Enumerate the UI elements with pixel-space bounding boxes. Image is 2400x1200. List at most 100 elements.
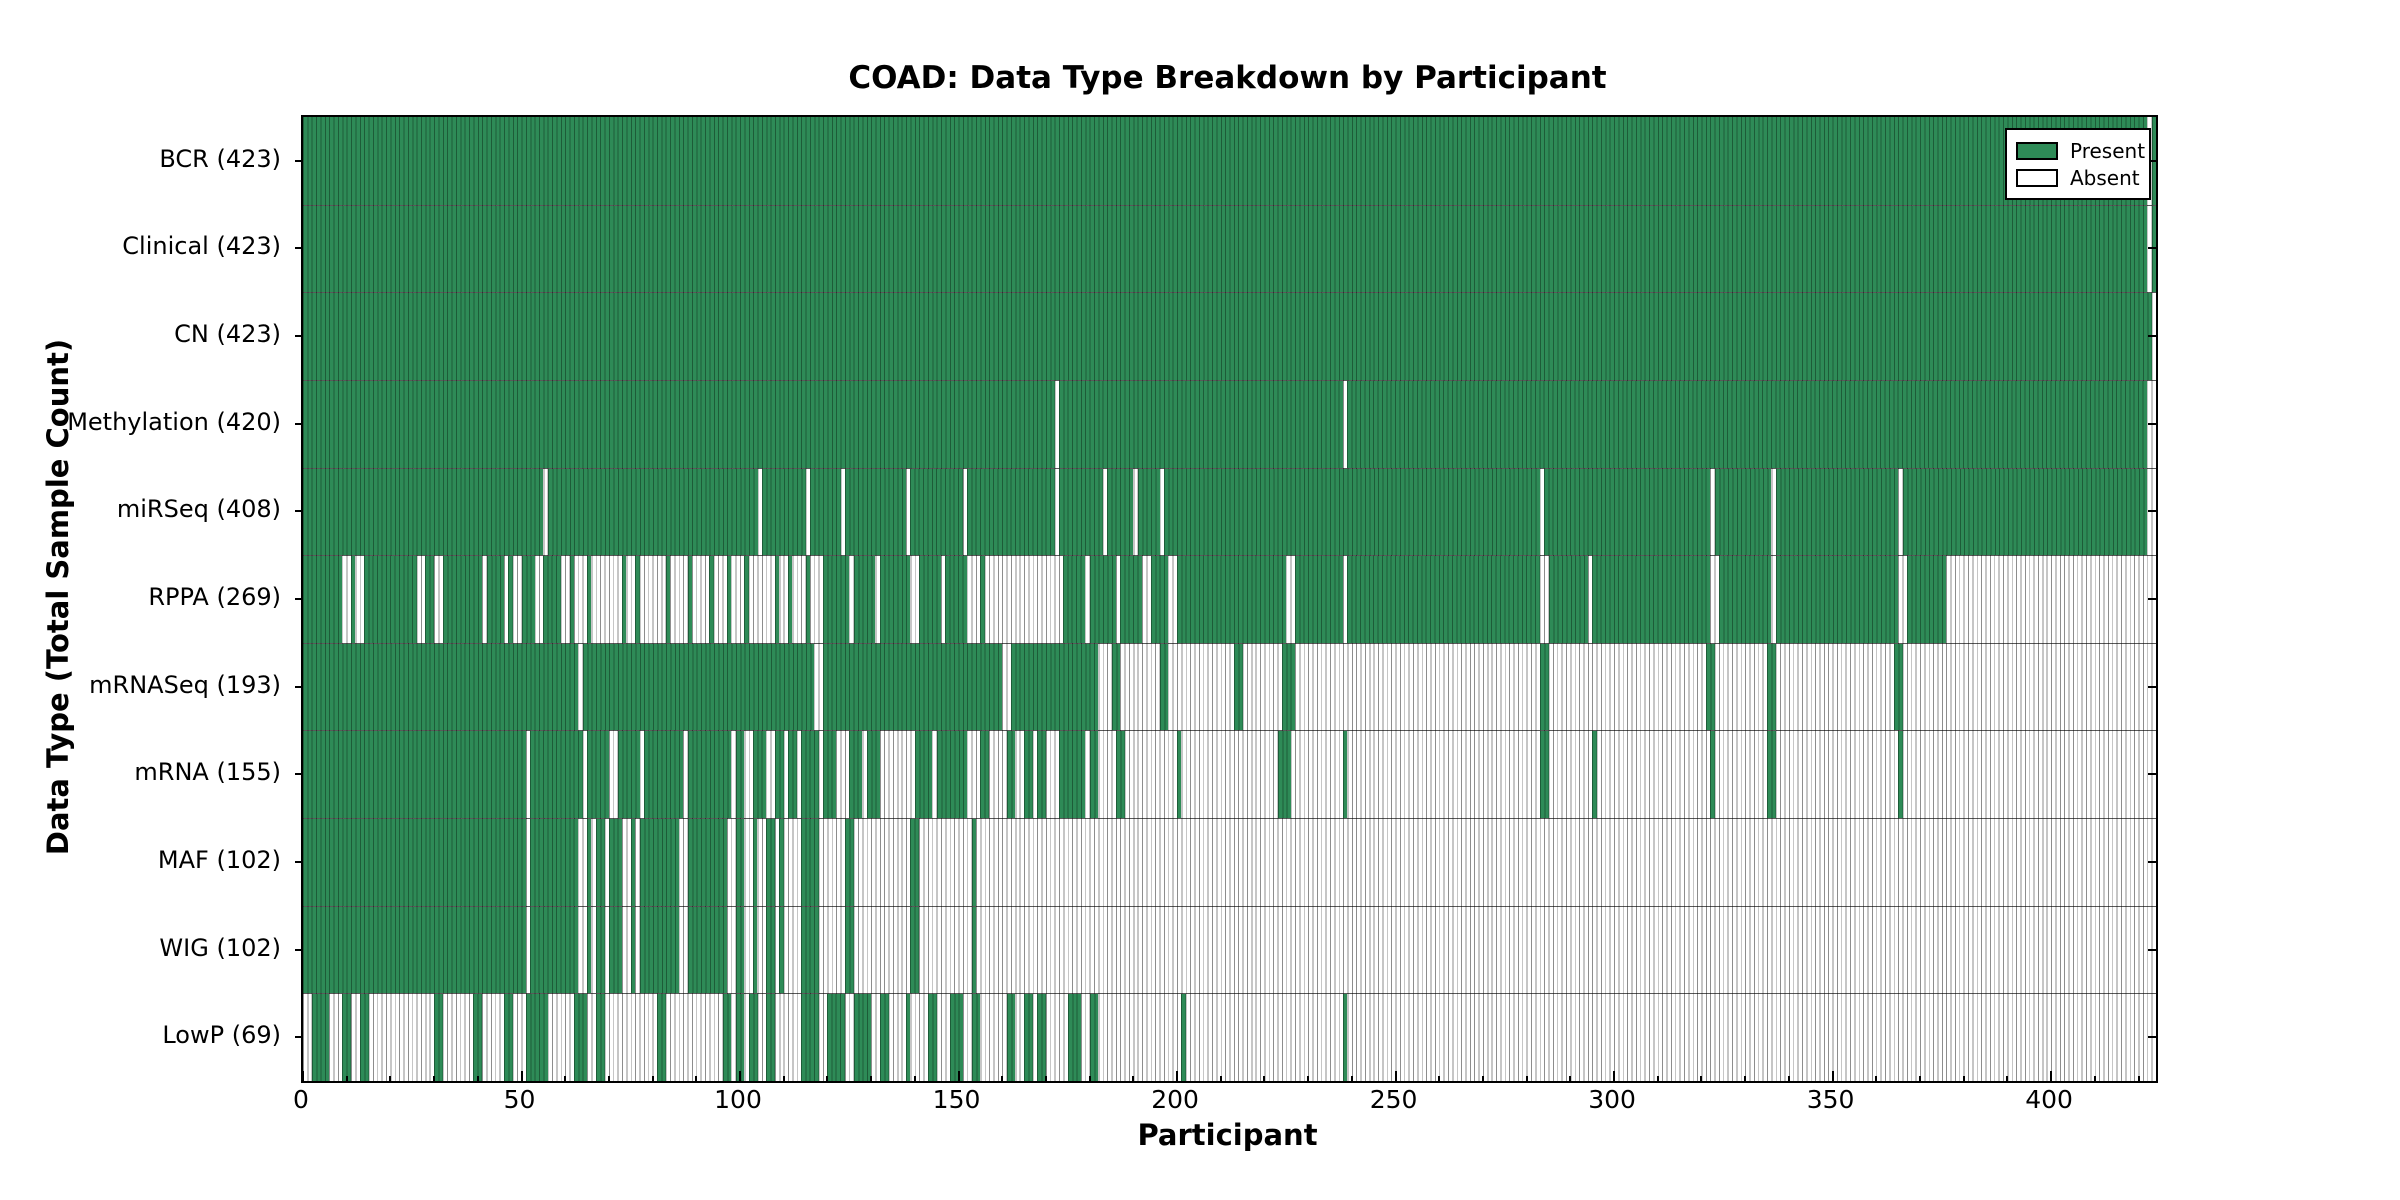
legend-label-absent: Absent (2070, 165, 2140, 190)
row-BCR (303, 117, 2156, 205)
present-segment (1089, 731, 1099, 819)
y-tick-mark (295, 510, 303, 513)
y-tick-mark (2148, 860, 2156, 863)
present-segment (595, 994, 605, 1081)
present-segment (473, 994, 483, 1081)
x-tick-label: 50 (503, 1085, 536, 1114)
x-minor-tick-mark (913, 1076, 916, 1081)
present-segment (303, 556, 343, 643)
present-segment (504, 994, 513, 1081)
x-minor-tick-mark (826, 1076, 829, 1081)
y-tick-label: BCR (423) (159, 144, 281, 173)
present-segment (582, 643, 815, 731)
present-segment (530, 731, 583, 819)
present-segment (761, 468, 806, 556)
present-segment (823, 556, 850, 643)
y-tick-mark (2148, 598, 2156, 600)
x-tick-mark (1176, 1071, 1179, 1081)
y-tick-mark (2148, 510, 2156, 513)
present-segment (1006, 994, 1016, 1081)
present-segment (508, 556, 513, 643)
x-tick-labels: 0 50 100 150 200 250 300 350 400 (293, 1085, 2154, 1119)
present-segment (687, 731, 732, 819)
present-segment (569, 556, 574, 643)
present-segment (1893, 643, 1903, 731)
present-segment (936, 731, 968, 819)
present-segment (303, 380, 1055, 468)
present-segment (595, 819, 605, 906)
row-CN (303, 292, 2156, 380)
x-tick-mark (1831, 1071, 1834, 1081)
x-minor-tick-mark (433, 1076, 436, 1081)
present-segment (1177, 556, 1287, 643)
present-segment (1024, 994, 1033, 1081)
row-mRNASeq (303, 642, 2156, 731)
x-minor-tick-mark (345, 1076, 348, 1081)
present-segment (735, 819, 745, 906)
present-segment (311, 994, 330, 1081)
y-tick-mark (295, 948, 303, 951)
y-tick-mark (2148, 773, 2156, 776)
present-segment (1181, 994, 1186, 1081)
present-segment (665, 556, 671, 643)
y-tick-mark (2148, 948, 2156, 951)
x-minor-tick-mark (1001, 1076, 1004, 1081)
y-tick-labels: BCR (423) Clinical (423) CN (423) Methylati… (0, 115, 295, 1079)
present-segment (1059, 380, 1344, 468)
x-minor-tick-mark (389, 1076, 392, 1081)
x-minor-tick-mark (1132, 1076, 1135, 1081)
y-tick-mark (295, 860, 303, 863)
present-segment (779, 819, 784, 906)
x-minor-tick-mark (1044, 1076, 1047, 1081)
present-segment (351, 556, 356, 643)
present-segment (949, 994, 963, 1081)
present-segment (1159, 643, 1169, 731)
x-minor-tick-mark (1438, 1076, 1441, 1081)
present-segment (543, 556, 561, 643)
x-minor-tick-mark (1875, 1076, 1878, 1081)
x-tick-mark (1613, 1071, 1616, 1081)
present-segment (1010, 643, 1099, 731)
y-tick-label: CN (423) (174, 320, 281, 349)
present-segment (910, 468, 963, 556)
present-segment (630, 906, 636, 994)
present-segment (1775, 468, 1899, 556)
present-swatch (2016, 141, 2058, 160)
x-minor-tick-mark (1962, 1076, 1965, 1081)
present-segment (303, 731, 526, 819)
present-segment (1548, 556, 1588, 643)
present-segment (1107, 468, 1134, 556)
present-segment (1067, 994, 1081, 1081)
row-WIG (303, 905, 2156, 994)
x-minor-tick-mark (1350, 1076, 1353, 1081)
present-segment (709, 556, 714, 643)
present-segment (748, 994, 758, 1081)
present-segment (753, 731, 767, 819)
present-segment (530, 819, 579, 906)
y-tick-label: WIG (102) (159, 933, 281, 962)
y-tick-mark (2148, 422, 2156, 425)
x-tick-label: 0 (293, 1085, 309, 1114)
present-segment (656, 994, 666, 1081)
x-tick-label: 200 (1151, 1085, 1199, 1114)
present-segment (1347, 556, 1540, 643)
present-segment (342, 994, 352, 1081)
x-tick-label: 400 (2025, 1085, 2073, 1114)
y-tick-label: Clinical (423) (122, 232, 281, 261)
present-segment (1906, 556, 1947, 643)
y-tick-mark (295, 422, 303, 425)
x-minor-tick-mark (1919, 1076, 1921, 1081)
present-segment (853, 994, 872, 1081)
present-segment (879, 556, 911, 643)
present-segment (303, 643, 579, 731)
present-segment (735, 994, 745, 1081)
present-segment (622, 556, 627, 643)
x-minor-tick-mark (2006, 1076, 2009, 1081)
present-segment (630, 819, 636, 906)
present-segment (849, 731, 863, 819)
present-segment (971, 819, 976, 906)
x-tick-label: 300 (1588, 1085, 1636, 1114)
present-segment (735, 731, 745, 819)
present-segment (967, 468, 1055, 556)
